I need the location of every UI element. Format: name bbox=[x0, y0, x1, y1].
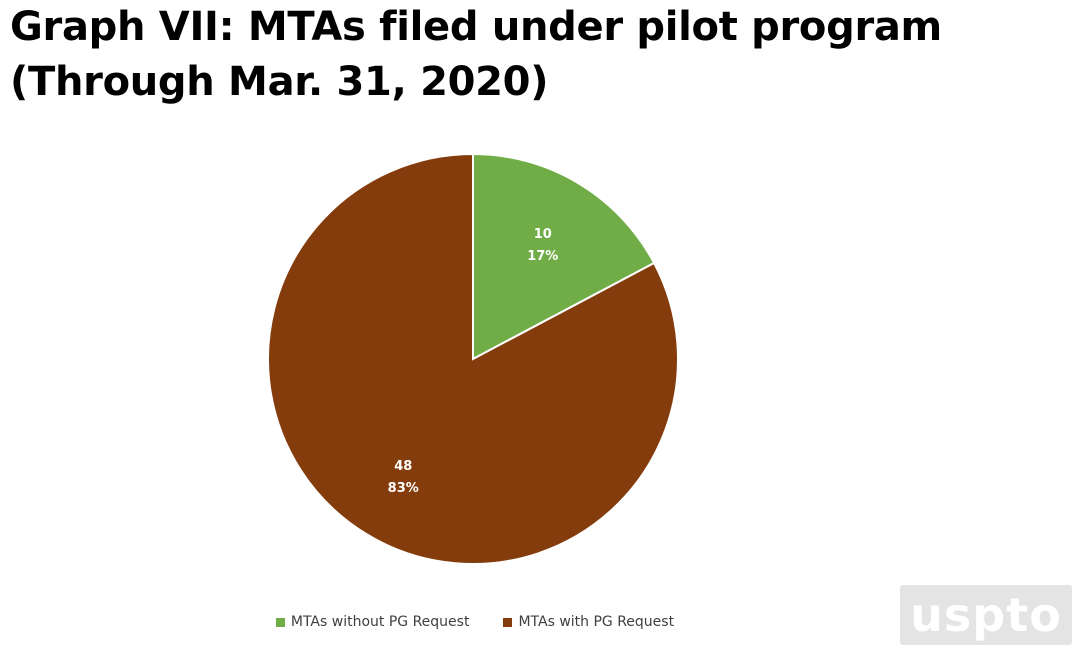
legend-item-without-pg: MTAs without PG Request bbox=[275, 614, 470, 630]
uspto-logo-watermark: uspto bbox=[900, 585, 1072, 645]
pie-slice-with-pg bbox=[267, 152, 679, 565]
data-label-without-pg-value: 10 bbox=[534, 227, 552, 242]
pie-data-labels: 10 17% 48 83% bbox=[388, 227, 559, 496]
data-label-without-pg-percent: 17% bbox=[527, 249, 558, 264]
legend-label-with-pg: MTAs with PG Request bbox=[518, 614, 675, 630]
legend-swatch-with-pg bbox=[503, 617, 513, 627]
pie-slice-without-pg bbox=[472, 152, 656, 361]
chart-title-line-1: Graph VII: MTAs filed under pilot progra… bbox=[10, 4, 942, 50]
legend-label-without-pg: MTAs without PG Request bbox=[290, 614, 470, 630]
legend-item-with-pg: MTAs with PG Request bbox=[503, 614, 674, 630]
chart-legend: MTAs without PG Request MTAs with PG Req… bbox=[0, 614, 950, 630]
data-label-with-pg-value: 48 bbox=[394, 459, 412, 474]
chart-title: Graph VII: MTAs filed under pilot progra… bbox=[10, 0, 1070, 110]
legend-swatch-without-pg bbox=[275, 617, 285, 627]
pie-slices bbox=[267, 152, 679, 565]
data-label-with-pg-percent: 83% bbox=[388, 481, 419, 496]
chart-title-line-2: (Through Mar. 31, 2020) bbox=[10, 59, 549, 105]
